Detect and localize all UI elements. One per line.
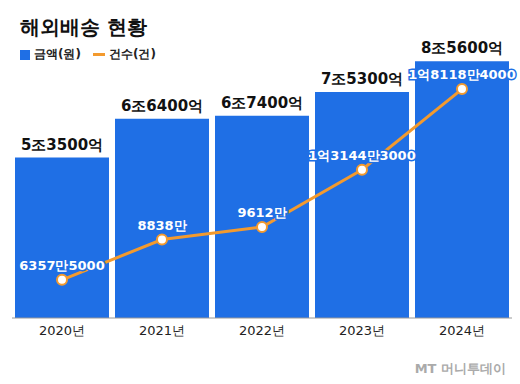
svg-text:7조5300억: 7조5300억 — [321, 70, 403, 88]
html-text:해외배송 현황: 해외배송 현황 — [20, 15, 147, 39]
svg-text:8조5600억: 8조5600억 — [421, 39, 503, 57]
svg-text:2021년: 2021년 — [139, 323, 185, 338]
html-text:금액(원): 금액(원) — [34, 47, 81, 61]
svg-text:6조6400억: 6조6400억 — [121, 97, 203, 115]
svg-text:2023년: 2023년 — [339, 323, 385, 338]
svg-text:1억3144만3000: 1억3144만3000 — [308, 148, 415, 163]
svg-text:2022년: 2022년 — [239, 323, 285, 338]
svg-text:2024년: 2024년 — [439, 323, 485, 338]
html-text:MT 머니투데이: MT 머니투데이 — [414, 361, 506, 376]
svg-text:6조7400억: 6조7400억 — [221, 94, 303, 112]
svg-text:9612만: 9612만 — [237, 205, 286, 220]
html-text:건수(건): 건수(건) — [109, 47, 156, 61]
svg-text:6357만5000: 6357만5000 — [19, 258, 104, 273]
svg-text:5조3500억: 5조3500억 — [21, 136, 103, 154]
svg-text:1억8118만4000: 1억8118만4000 — [408, 67, 515, 82]
svg-text:8838만: 8838만 — [137, 218, 186, 233]
svg-text:2020년: 2020년 — [39, 323, 85, 338]
